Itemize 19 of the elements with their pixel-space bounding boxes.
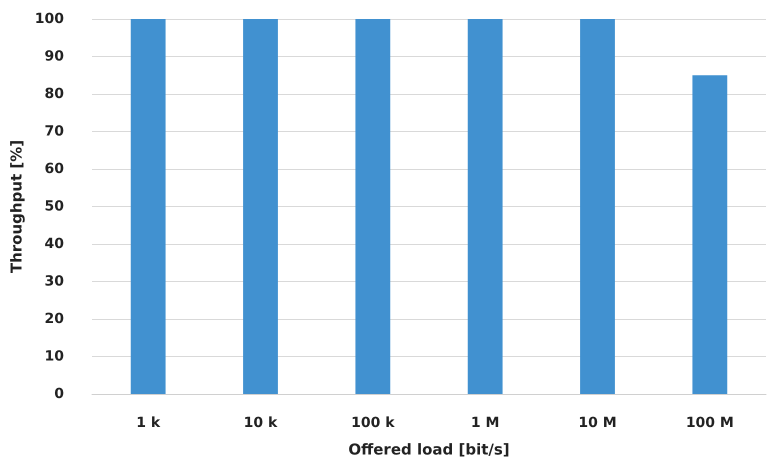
x-axis-title: Offered load [bit/s] bbox=[348, 440, 510, 458]
y-tick-label: 90 bbox=[44, 48, 64, 64]
y-tick-label: 10 bbox=[44, 348, 64, 364]
y-tick-label: 40 bbox=[44, 236, 64, 252]
x-tick-label: 10 k bbox=[244, 415, 278, 431]
y-tick-label: 20 bbox=[44, 311, 64, 327]
x-tick-label: 100 k bbox=[351, 415, 396, 431]
x-tick-label: 100 M bbox=[686, 415, 734, 431]
y-tick-label: 0 bbox=[54, 386, 64, 402]
x-tick-label: 1 k bbox=[136, 415, 161, 431]
x-tick-label: 1 M bbox=[470, 415, 500, 431]
y-axis-title: Throughput [%] bbox=[7, 140, 26, 274]
y-tick-label: 100 bbox=[34, 11, 64, 27]
y-tick-label: 70 bbox=[44, 124, 64, 140]
y-tick-label: 60 bbox=[44, 161, 64, 177]
y-tick-label: 50 bbox=[44, 198, 64, 214]
y-tick-label: 30 bbox=[44, 274, 64, 290]
x-tick-label: 10 M bbox=[578, 415, 617, 431]
y-tick-label: 80 bbox=[44, 86, 64, 102]
